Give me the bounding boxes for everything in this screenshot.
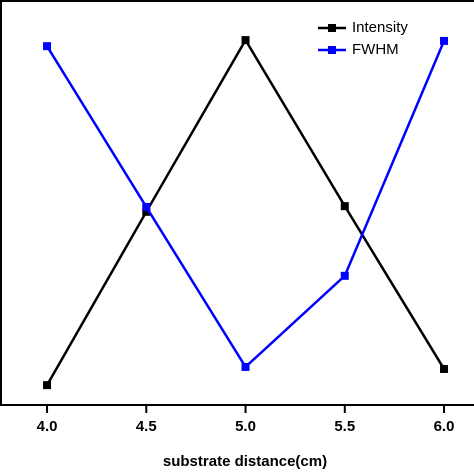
legend-label: FWHM — [352, 41, 399, 58]
x-tick-label: 5.0 — [235, 418, 256, 435]
legend-label: Intensity — [352, 19, 408, 36]
series-marker — [440, 364, 449, 373]
series-marker — [440, 36, 449, 45]
series-marker — [340, 271, 349, 280]
x-axis-label: substrate distance(cm) — [163, 453, 327, 470]
series-marker — [142, 207, 151, 216]
legend-marker — [328, 24, 336, 32]
legend-marker — [328, 46, 336, 54]
series-marker — [340, 202, 349, 211]
series-marker — [43, 381, 52, 390]
x-tick-label: 4.0 — [37, 418, 58, 435]
series-marker — [241, 362, 250, 371]
series-marker — [241, 36, 250, 45]
x-tick-label: 6.0 — [434, 418, 455, 435]
series-line — [45, 37, 446, 386]
x-tick-label: 4.5 — [136, 418, 157, 435]
x-tick-label: 5.5 — [334, 418, 355, 435]
series-marker — [142, 202, 151, 211]
series-line — [45, 40, 446, 369]
series-marker — [43, 42, 52, 51]
